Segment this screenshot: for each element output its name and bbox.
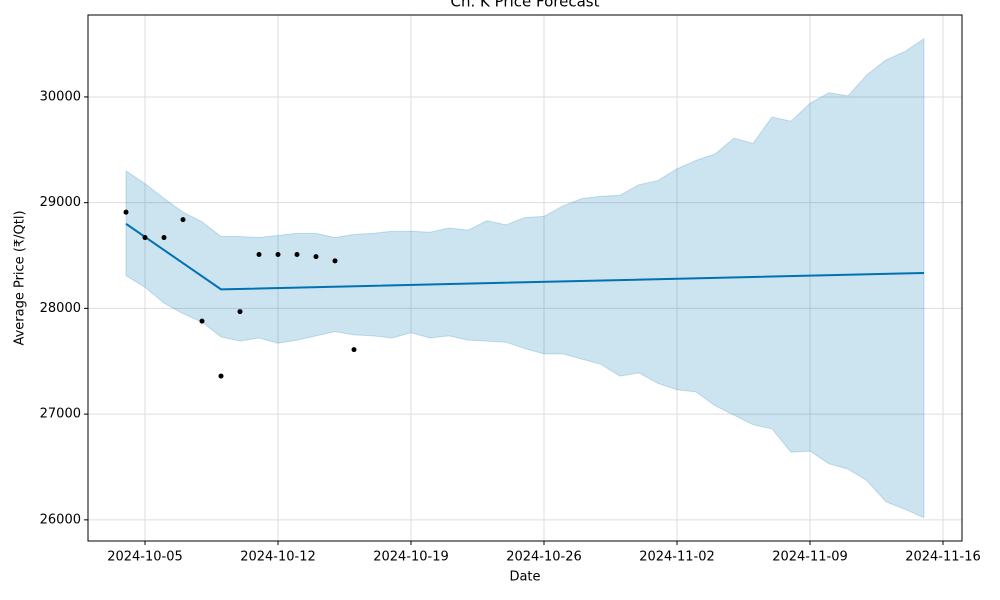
- x-tick-label: 2024-10-19: [373, 550, 449, 565]
- observed-point: [218, 373, 224, 379]
- y-tick-label: 29000: [40, 195, 81, 210]
- x-tick-label: 2024-10-26: [506, 550, 582, 565]
- observed-point: [275, 251, 281, 257]
- x-tick-label: 2024-11-02: [639, 550, 715, 565]
- x-tick-label: 2024-10-05: [107, 550, 183, 565]
- x-tick-label: 2024-11-09: [772, 550, 848, 565]
- observed-point: [313, 254, 319, 260]
- y-tick-label: 28000: [40, 301, 81, 316]
- plot-area: 26000 27000 28000 29000 30000 2024-10-05 2024-…: [40, 15, 981, 565]
- chart-title: Ch. K Price Forecast: [451, 0, 600, 11]
- axes-frame: [87, 14, 963, 542]
- x-tick-label: 2024-11-16: [905, 550, 981, 565]
- y-axis-label: Average Price (₹/Qtl): [13, 210, 28, 345]
- observed-point: [142, 235, 148, 241]
- observed-point: [351, 347, 357, 353]
- observed-point: [123, 209, 129, 215]
- x-tick-label: 2024-10-12: [240, 550, 316, 565]
- observed-point: [199, 318, 205, 324]
- observed-point: [332, 258, 338, 264]
- observed-point: [237, 309, 243, 315]
- observed-point: [294, 251, 300, 257]
- uncertainty-band: [125, 37, 925, 519]
- observed-point: [161, 235, 167, 241]
- y-tick-label: 26000: [40, 512, 81, 527]
- y-tick-label: 27000: [40, 407, 81, 422]
- x-axis-label: Date: [509, 570, 540, 585]
- y-tick-label: 30000: [40, 89, 81, 104]
- observed-point: [180, 217, 186, 223]
- observed-point: [256, 251, 262, 257]
- forecast-line: [125, 222, 925, 291]
